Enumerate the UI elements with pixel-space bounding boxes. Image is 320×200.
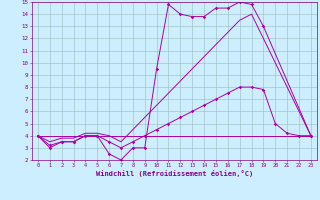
X-axis label: Windchill (Refroidissement éolien,°C): Windchill (Refroidissement éolien,°C)	[96, 170, 253, 177]
